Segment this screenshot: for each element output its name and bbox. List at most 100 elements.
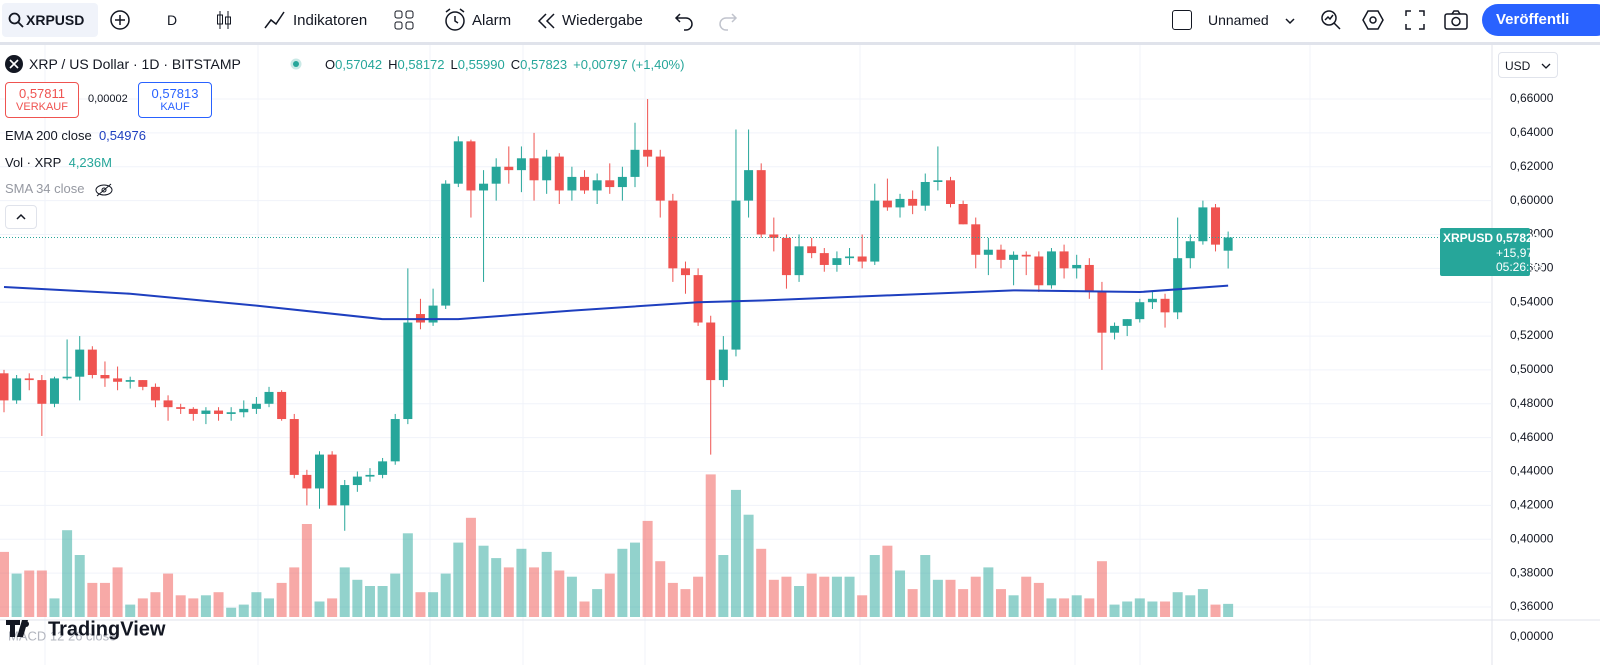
candle-body [176, 407, 186, 409]
candle-body [718, 349, 728, 381]
volume-bar [1033, 582, 1044, 617]
volume-bar [175, 595, 186, 617]
candle-body [125, 380, 135, 382]
candle-body [453, 141, 463, 184]
volume-bar [503, 567, 514, 617]
candle-body [87, 349, 97, 376]
volume-bar [1084, 598, 1095, 617]
layout-name[interactable]: Unnamed [1208, 12, 1269, 28]
volume-bar [806, 573, 817, 617]
currency-select[interactable]: USD [1498, 52, 1558, 78]
candle-body [1122, 319, 1132, 326]
candle-body [1147, 298, 1157, 303]
vertical-grid [44, 44, 1311, 665]
candle-body [239, 408, 249, 413]
y-tick-label: 0,44000 [1510, 464, 1554, 478]
candle-body [630, 149, 640, 177]
volume-bar [529, 567, 540, 617]
volume-bar [554, 570, 565, 617]
symbol-search[interactable]: XRPUSD [2, 3, 98, 37]
volume-bar [251, 592, 262, 617]
volume-bar [377, 586, 388, 617]
candle-body [226, 412, 236, 414]
candle-body [327, 454, 337, 506]
volume-bar [150, 592, 161, 617]
indicators-icon[interactable] [263, 8, 287, 32]
ohlc-key: H [388, 57, 398, 72]
quick-search-icon[interactable] [1319, 8, 1343, 32]
volume-bar [907, 589, 918, 617]
volume-bar [604, 573, 615, 617]
chart-type-icon[interactable] [212, 8, 236, 32]
y-tick-label: 0,54000 [1510, 294, 1554, 308]
candle-body [138, 380, 148, 387]
volume-bar [49, 598, 60, 617]
indicators[interactable]: Indikatoren [293, 12, 368, 29]
ohlc-value: 0,55990 [457, 57, 505, 72]
interval[interactable]: D [167, 12, 178, 28]
y-tick-label: 0,64000 [1510, 125, 1554, 139]
candle-body [49, 378, 59, 404]
compare-icon[interactable] [108, 8, 132, 32]
alarm[interactable]: Alarm [472, 12, 512, 29]
volume-bar [163, 573, 174, 617]
chevron-up [16, 213, 26, 220]
y-tick-label: 0,48000 [1510, 396, 1554, 410]
candle-body [731, 200, 741, 350]
candle-body [188, 408, 198, 414]
settings-icon[interactable] [1361, 8, 1385, 32]
layout-checkbox[interactable] [1172, 10, 1192, 30]
volume-bar [301, 524, 312, 617]
volume-bar [364, 586, 375, 617]
snapshot-icon[interactable] [1443, 8, 1469, 32]
volume-bar [566, 576, 577, 617]
volume-bar [831, 576, 842, 617]
candle-body [113, 378, 123, 382]
volume-bar [1172, 592, 1183, 617]
volume-bar [200, 595, 211, 617]
replay-icon[interactable] [536, 10, 558, 32]
fullscreen-icon[interactable] [1403, 8, 1427, 32]
replay[interactable]: Wiedergabe [562, 12, 643, 29]
publish-button[interactable]: Veröffentli [1482, 4, 1600, 36]
volume-bar [1109, 604, 1120, 617]
alarm-icon[interactable] [442, 7, 468, 33]
candle-body [908, 198, 918, 206]
y-tick-label: 0,60000 [1510, 193, 1554, 207]
hidden-icon[interactable] [94, 183, 114, 197]
search-icon [8, 12, 24, 28]
templates-icon[interactable] [392, 8, 416, 32]
chevron[interactable] [1284, 15, 1296, 27]
candle-body [1097, 292, 1107, 333]
candle-body [971, 224, 981, 255]
volume-bar [1096, 561, 1107, 617]
undo-icon[interactable] [674, 10, 696, 32]
volume-bar [579, 601, 590, 617]
volume-bar [983, 567, 994, 617]
volume-bar [920, 555, 931, 617]
candle-body [365, 474, 375, 477]
volume-bar [415, 592, 426, 617]
redo-icon[interactable] [716, 10, 738, 32]
collapse-legend[interactable] [5, 205, 37, 229]
volume-bar [705, 474, 716, 617]
volume-bar [314, 601, 325, 617]
sell-button[interactable]: 0,57811 VERKAUF [5, 82, 79, 118]
buy-button[interactable]: 0,57813 KAUF [138, 82, 212, 118]
volume-bar [1122, 601, 1133, 617]
y-tick-label: 0,36000 [1510, 599, 1554, 613]
candle-body [1135, 302, 1145, 320]
macd-axis-label: 0,00000 [1510, 629, 1554, 643]
candle-body [390, 419, 400, 462]
volume-bar [945, 579, 956, 617]
candle-body [403, 322, 413, 420]
candle-body [655, 156, 665, 201]
volume-bar [1197, 589, 1208, 617]
candle-body [807, 246, 817, 254]
volume-bar [617, 548, 628, 617]
currency: USD [1505, 59, 1531, 73]
top-toolbar: XRPUSD D Indikatoren Alarm Wiedergabe Un… [0, 0, 1600, 45]
candle-body [756, 170, 766, 235]
candle-body [62, 376, 72, 379]
